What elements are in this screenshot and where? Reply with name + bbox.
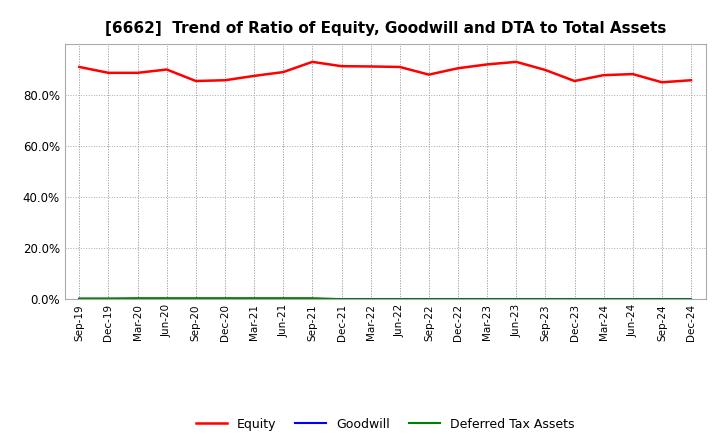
Equity	[220, 77, 229, 83]
Goodwill	[541, 297, 550, 302]
Goodwill	[512, 297, 521, 302]
Goodwill	[599, 297, 608, 302]
Equity	[541, 67, 550, 73]
Deferred Tax Assets	[279, 296, 287, 301]
Equity	[454, 66, 462, 71]
Deferred Tax Assets	[395, 297, 404, 302]
Deferred Tax Assets	[629, 297, 637, 302]
Line: Deferred Tax Assets: Deferred Tax Assets	[79, 298, 691, 299]
Equity	[308, 59, 317, 65]
Equity	[163, 67, 171, 72]
Goodwill	[75, 297, 84, 302]
Equity	[337, 63, 346, 69]
Goodwill	[366, 297, 375, 302]
Goodwill	[220, 297, 229, 302]
Equity	[366, 64, 375, 69]
Deferred Tax Assets	[308, 296, 317, 301]
Goodwill	[454, 297, 462, 302]
Goodwill	[192, 297, 200, 302]
Deferred Tax Assets	[425, 297, 433, 302]
Equity	[425, 72, 433, 77]
Equity	[687, 77, 696, 83]
Equity	[395, 64, 404, 70]
Deferred Tax Assets	[192, 296, 200, 301]
Equity	[657, 80, 666, 85]
Equity	[599, 73, 608, 78]
Equity	[279, 70, 287, 75]
Goodwill	[133, 297, 142, 302]
Deferred Tax Assets	[599, 297, 608, 302]
Deferred Tax Assets	[570, 297, 579, 302]
Deferred Tax Assets	[687, 297, 696, 302]
Goodwill	[570, 297, 579, 302]
Goodwill	[250, 297, 258, 302]
Deferred Tax Assets	[133, 296, 142, 301]
Deferred Tax Assets	[337, 297, 346, 302]
Deferred Tax Assets	[541, 297, 550, 302]
Title: [6662]  Trend of Ratio of Equity, Goodwill and DTA to Total Assets: [6662] Trend of Ratio of Equity, Goodwil…	[104, 21, 666, 36]
Equity	[104, 70, 113, 76]
Line: Equity: Equity	[79, 62, 691, 82]
Deferred Tax Assets	[657, 297, 666, 302]
Legend: Equity, Goodwill, Deferred Tax Assets: Equity, Goodwill, Deferred Tax Assets	[191, 413, 580, 436]
Deferred Tax Assets	[220, 296, 229, 301]
Deferred Tax Assets	[163, 296, 171, 301]
Deferred Tax Assets	[104, 296, 113, 301]
Goodwill	[279, 297, 287, 302]
Deferred Tax Assets	[75, 296, 84, 301]
Deferred Tax Assets	[366, 297, 375, 302]
Deferred Tax Assets	[250, 296, 258, 301]
Deferred Tax Assets	[483, 297, 492, 302]
Equity	[629, 71, 637, 77]
Equity	[133, 70, 142, 76]
Deferred Tax Assets	[512, 297, 521, 302]
Goodwill	[687, 297, 696, 302]
Equity	[250, 73, 258, 78]
Goodwill	[629, 297, 637, 302]
Goodwill	[657, 297, 666, 302]
Equity	[483, 62, 492, 67]
Goodwill	[483, 297, 492, 302]
Goodwill	[425, 297, 433, 302]
Goodwill	[308, 297, 317, 302]
Goodwill	[395, 297, 404, 302]
Equity	[75, 64, 84, 70]
Equity	[192, 78, 200, 84]
Goodwill	[163, 297, 171, 302]
Goodwill	[104, 297, 113, 302]
Equity	[512, 59, 521, 65]
Deferred Tax Assets	[454, 297, 462, 302]
Goodwill	[337, 297, 346, 302]
Equity	[570, 78, 579, 84]
